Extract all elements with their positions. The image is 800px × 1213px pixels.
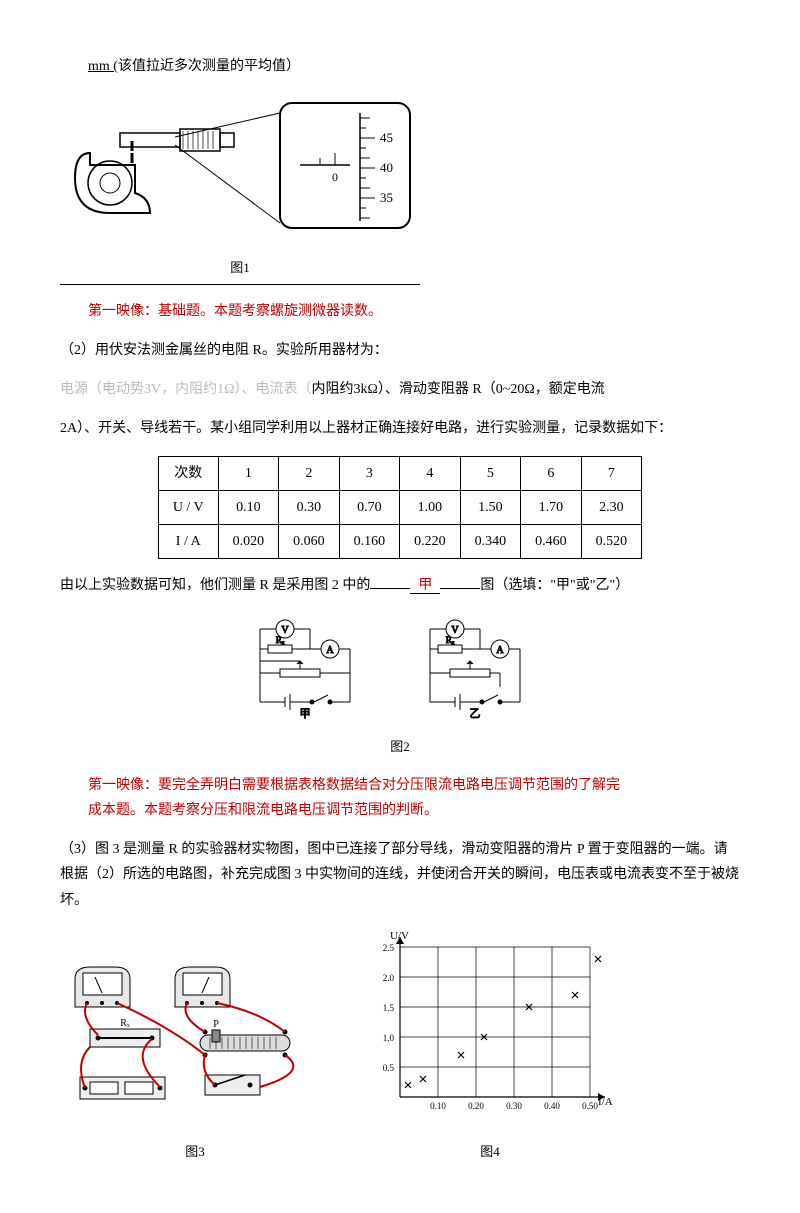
svg-text:A: A [496, 645, 504, 656]
micrometer-svg: 0 45 40 35 [60, 93, 420, 243]
svg-text:1.5: 1.5 [383, 1003, 395, 1013]
svg-text:0.40: 0.40 [544, 1101, 560, 1111]
figure-1: 0 45 40 35 图1 [60, 93, 740, 285]
svg-text:40: 40 [380, 160, 393, 175]
comment-1: 第一映像：基础题。本题考察螺旋测微器读数。 [60, 299, 740, 324]
q2-materials-line1: 电源（电动势3V，内阻约1Ω）、电流表（内阻约3kΩ）、滑动变阻器 R（0~20… [60, 377, 740, 402]
svg-text:1.0: 1.0 [383, 1033, 395, 1043]
svg-text:0.10: 0.10 [430, 1101, 446, 1111]
fig4-caption: 图4 [360, 1140, 620, 1163]
q2-intro: （2）用伏安法测金属丝的电阻 R。实验所用器材为： [60, 338, 740, 363]
comment-2a: 第一映像：要完全弄明白需要根据表格数据结合对分压限流电路电压调节范围的了解完 [60, 773, 740, 798]
q2-faded: 电源（电动势3V，内阻约1Ω）、电流表（ [60, 382, 312, 397]
line-mm: mm (该值拉近多次测量的平均值） [88, 54, 740, 79]
svg-text:Rₓ: Rₓ [276, 635, 285, 645]
fig1-caption: 图1 [60, 256, 420, 279]
svg-text:0.5: 0.5 [383, 1063, 395, 1073]
comment-2b: 成本题。本题考察分压和限流电路电压调节范围的判断。 [60, 798, 740, 823]
svg-text:0.30: 0.30 [506, 1101, 522, 1111]
q2-question: 由以上实验数据可知，他们测量 R 是采用图 2 中的甲图（选填："甲"或"乙"） [60, 573, 740, 598]
svg-text:45: 45 [380, 130, 393, 145]
grid-svg: U/V I/A 2.5 2.0 1.5 [360, 927, 620, 1127]
figures-3-4: Rₓ P [60, 927, 740, 1164]
figure-3: Rₓ P [60, 957, 330, 1164]
svg-text:0: 0 [332, 170, 338, 184]
svg-text:Rₓ: Rₓ [446, 635, 455, 645]
q2-answer: 甲 [410, 578, 440, 594]
figure-2: V Rₓ A 甲 V Rₓ A [60, 612, 740, 759]
svg-text:乙: 乙 [470, 707, 481, 720]
svg-text:2.0: 2.0 [383, 973, 395, 983]
mm-underline: mm ( [88, 59, 118, 74]
q3-text: （3）图 3 是测量 R 的实验器材实物图，图中已连接了部分导线，滑动变阻器的滑… [60, 837, 740, 913]
svg-text:甲: 甲 [300, 708, 311, 720]
table-header-row: 次数 1 2 3 4 5 6 7 [158, 456, 641, 490]
svg-text:0.50: 0.50 [582, 1101, 598, 1111]
fig2-caption: 图2 [60, 735, 740, 758]
mm-rest: 该值拉近多次测量的平均值） [118, 59, 300, 74]
apparatus-svg: Rₓ P [60, 957, 330, 1127]
figure-4: U/V I/A 2.5 2.0 1.5 [360, 927, 620, 1164]
svg-text:0.20: 0.20 [468, 1101, 484, 1111]
svg-text:Rₓ: Rₓ [120, 1018, 130, 1029]
data-table: 次数 1 2 3 4 5 6 7 U / V 0.10 0.30 0.70 1.… [158, 456, 642, 560]
table-row-i: I / A 0.020 0.060 0.160 0.220 0.340 0.46… [158, 524, 641, 558]
fig3-caption: 图3 [60, 1140, 330, 1163]
svg-text:35: 35 [380, 190, 393, 205]
svg-text:A: A [326, 645, 334, 656]
table-row-u: U / V 0.10 0.30 0.70 1.00 1.50 1.70 2.30 [158, 490, 641, 524]
circuits-svg: V Rₓ A 甲 V Rₓ A [240, 612, 560, 722]
q2-materials-line2: 2A）、开关、导线若干。某小组同学利用以上器材正确连接好电路，进行实验测量，记录… [60, 416, 740, 441]
svg-text:2.5: 2.5 [383, 943, 395, 953]
svg-text:P: P [213, 1019, 219, 1030]
